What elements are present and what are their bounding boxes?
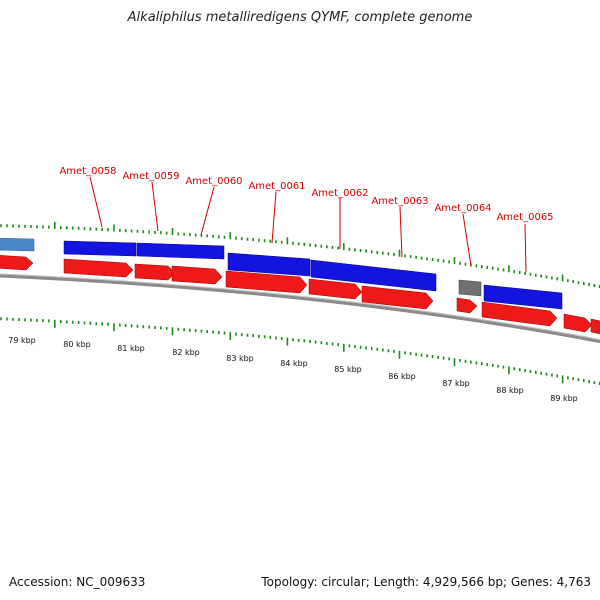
reverse-cds-6: [361, 285, 434, 310]
gene-label-amet-0063: Amet_0063: [371, 196, 428, 207]
reverse-cds-7: [456, 297, 478, 314]
reverse-cds-10: [590, 318, 600, 335]
cds-amet-0059: [136, 242, 225, 260]
gene-label-amet-0064: Amet_0064: [434, 203, 491, 214]
gene-label-amet-0065: Amet_0065: [496, 212, 553, 223]
gene-label-amet-0062: Amet_0062: [311, 188, 368, 199]
kbp-label: 88 kbp: [496, 386, 524, 395]
reverse-cds-1: [63, 258, 134, 278]
reverse-cds-5: [308, 278, 363, 300]
accession-text: Accession: NC_009633: [9, 575, 146, 589]
gene-label-amet-0060: Amet_0060: [185, 176, 242, 187]
gene-label-amet-0059: Amet_0059: [122, 171, 179, 182]
kbp-label: 80 kbp: [63, 340, 91, 349]
gene-labels: Amet_0058 Amet_0059 Amet_0060 Amet_0061 …: [59, 166, 553, 223]
kbp-label: 86 kbp: [388, 372, 416, 381]
cds-amet-0065: [483, 284, 563, 310]
genome-backbone: [0, 273, 600, 344]
kbp-label: 79 kbp: [8, 336, 36, 345]
genome-summary-text: Topology: circular; Length: 4,929,566 bp…: [261, 575, 591, 589]
gene-label-leaders: [89, 176, 527, 273]
cds-amet-0061: [227, 252, 311, 277]
reverse-cds-9: [563, 313, 593, 333]
genome-backbone-highlight: [0, 273, 600, 341]
kbp-label: 84 kbp: [280, 359, 308, 368]
cds-amet-0062: [310, 259, 437, 292]
kbp-scale-labels: 79 kbp 80 kbp 81 kbp 82 kbp 83 kbp 84 kb…: [8, 336, 578, 403]
partial-reverse-feature: [0, 255, 34, 271]
kbp-label: 87 kbp: [442, 379, 470, 388]
reverse-cds-4: [225, 270, 308, 294]
kbp-label: 82 kbp: [172, 348, 200, 357]
kbp-label: 85 kbp: [334, 365, 362, 374]
outer-tick-ring: [0, 221, 600, 288]
partial-forward-feature: [0, 237, 35, 252]
other-feature-grey: [458, 279, 482, 297]
kbp-label: 89 kbp: [550, 394, 578, 403]
reverse-cds-2: [134, 263, 176, 281]
inner-tick-ring: [0, 317, 600, 385]
reverse-cds-8: [481, 301, 558, 327]
cds-amet-0058: [63, 240, 137, 257]
gene-label-amet-0058: Amet_0058: [59, 166, 116, 177]
kbp-label: 83 kbp: [226, 354, 254, 363]
gene-label-amet-0061: Amet_0061: [248, 181, 305, 192]
reverse-cds-3: [171, 265, 223, 285]
map-title: Alkaliphilus metalliredigens QYMF, compl…: [127, 10, 473, 25]
kbp-label: 81 kbp: [117, 344, 145, 353]
